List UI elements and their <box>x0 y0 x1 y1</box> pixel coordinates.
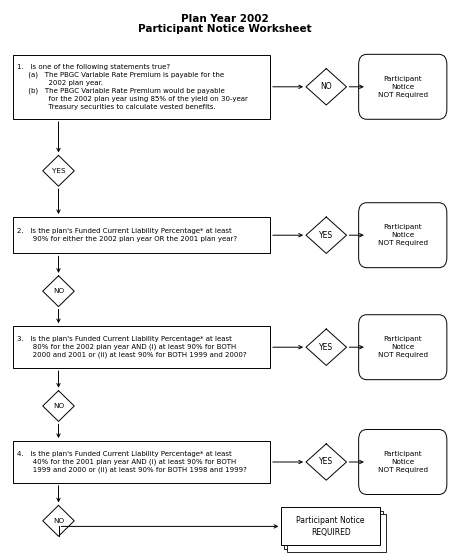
Text: YES: YES <box>319 343 333 352</box>
Text: NO: NO <box>53 403 64 409</box>
Text: 1.   Is one of the following statements true?
     (a)   The PBGC Variable Rate : 1. Is one of the following statements tr… <box>17 64 248 110</box>
Polygon shape <box>306 444 346 480</box>
FancyBboxPatch shape <box>359 315 447 380</box>
Text: NO: NO <box>53 288 64 294</box>
Text: 3.   Is the plan's Funded Current Liability Percentage* at least
       80% for : 3. Is the plan's Funded Current Liabilit… <box>17 336 247 358</box>
Text: YES: YES <box>319 458 333 466</box>
Text: Participant Notice Worksheet: Participant Notice Worksheet <box>138 24 312 34</box>
Polygon shape <box>43 505 74 536</box>
Text: 2.   Is the plan's Funded Current Liability Percentage* at least
       90% for : 2. Is the plan's Funded Current Liabilit… <box>17 228 237 242</box>
Text: 4.   Is the plan's Funded Current Liability Percentage* at least
       40% for : 4. Is the plan's Funded Current Liabilit… <box>17 451 247 473</box>
Polygon shape <box>43 156 74 186</box>
Polygon shape <box>43 391 74 421</box>
FancyBboxPatch shape <box>359 430 447 494</box>
FancyBboxPatch shape <box>287 514 386 552</box>
Text: Participant
Notice
NOT Required: Participant Notice NOT Required <box>378 451 428 473</box>
Polygon shape <box>306 69 346 105</box>
Text: Participant
Notice
NOT Required: Participant Notice NOT Required <box>378 225 428 246</box>
Polygon shape <box>306 217 346 254</box>
Text: Plan Year 2002: Plan Year 2002 <box>181 14 269 24</box>
Text: YES: YES <box>52 168 65 174</box>
Polygon shape <box>43 276 74 307</box>
Text: NO: NO <box>320 82 332 91</box>
FancyBboxPatch shape <box>284 511 383 549</box>
FancyBboxPatch shape <box>14 55 270 119</box>
FancyBboxPatch shape <box>14 326 270 368</box>
Text: Participant
Notice
NOT Required: Participant Notice NOT Required <box>378 337 428 358</box>
Polygon shape <box>306 329 346 365</box>
Text: Participant Notice
REQUIRED: Participant Notice REQUIRED <box>297 516 365 536</box>
Text: NO: NO <box>53 518 64 524</box>
Text: Participant
Notice
NOT Required: Participant Notice NOT Required <box>378 76 428 97</box>
Text: YES: YES <box>319 231 333 240</box>
FancyBboxPatch shape <box>281 507 380 545</box>
FancyBboxPatch shape <box>359 203 447 268</box>
FancyBboxPatch shape <box>359 54 447 119</box>
FancyBboxPatch shape <box>14 441 270 483</box>
FancyBboxPatch shape <box>14 217 270 254</box>
